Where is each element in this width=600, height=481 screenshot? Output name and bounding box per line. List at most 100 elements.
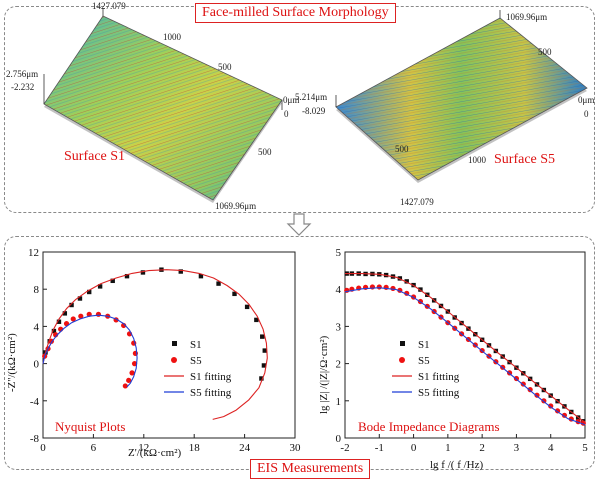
x-tick-label: 1 — [445, 442, 451, 454]
legend-label: S5 — [190, 355, 202, 367]
data-point — [390, 285, 396, 292]
s5-y-tick-500: 500 — [538, 47, 552, 57]
series-s1-fitting — [42, 269, 268, 420]
data-point — [404, 279, 409, 284]
data-point — [260, 334, 265, 339]
surface-s1-plot: 1427.079 1000 500 0μm 0 500 1069.96μm 2.… — [6, 1, 299, 211]
fit-line — [344, 287, 586, 426]
series-s1-fitting — [345, 273, 586, 423]
surface-s5-label: Surface S5 — [494, 152, 555, 167]
s1-z-top-label: 2.756μm — [6, 69, 38, 79]
bode-impedance-label: Bode Impedance Diagrams — [358, 419, 500, 434]
s1-y-tick-500: 500 — [258, 147, 272, 157]
x-tick-label: 5 — [582, 442, 588, 454]
y-tick-label: 4 — [34, 321, 40, 333]
x-tick-label: -2 — [340, 442, 349, 454]
y-tick-label: 5 — [336, 247, 342, 259]
fit-line — [42, 314, 138, 388]
s5-y-end-label: 1069.96μm — [506, 12, 547, 22]
data-point — [87, 289, 92, 295]
nyquist-x-axis-title: Z'/(kΩ·cm²) — [128, 447, 181, 459]
x-tick-label: 2 — [479, 442, 485, 454]
bode-y-axis-title: lg |Z| /(|Z|/Ω·cm²) — [318, 335, 330, 414]
eis-measurements-title: EIS Measurements — [250, 459, 371, 479]
series-s1 — [43, 267, 267, 381]
surface-morphology-figure: 1427.079 1000 500 0μm 0 500 1069.96μm 2.… — [6, 1, 594, 211]
x-tick-label: 12 — [138, 442, 149, 454]
legend-label: S5 — [418, 355, 430, 367]
s1-x-end-label: 1427.079 — [92, 1, 126, 11]
x-tick-label: 0 — [411, 442, 417, 454]
data-point — [178, 269, 183, 274]
legend-label: S5 fitting — [418, 387, 460, 399]
y-tick-label: 8 — [34, 284, 40, 296]
s5-z-bottom-label: -8.029 — [302, 106, 326, 116]
y-tick-label: 12 — [28, 247, 39, 259]
x-tick-label: 3 — [514, 442, 520, 454]
nyquist-chart: 0 6 12 18 24 30 -8 -4 0 4 8 12 Z'/(kΩ·cm²) -Z''/(kΩ… — [6, 247, 301, 459]
legend-label: S1 fitting — [418, 371, 460, 383]
data-point — [77, 296, 83, 301]
legend-square-swatch — [172, 341, 177, 346]
data-point — [97, 284, 103, 289]
legend-label: S1 — [190, 339, 202, 351]
data-point — [216, 281, 221, 286]
legend-label: S5 fitting — [190, 387, 232, 399]
bode-plot-frame — [344, 251, 586, 439]
s1-origin-zero: 0 — [284, 109, 289, 119]
data-point — [418, 287, 423, 292]
legend-label: S1 — [418, 339, 430, 351]
data-point — [548, 403, 554, 409]
data-point — [198, 273, 204, 279]
down-arrow-icon — [286, 213, 312, 236]
data-point — [56, 319, 62, 324]
data-point — [254, 317, 259, 323]
data-point — [69, 302, 74, 308]
x-tick-label: 0 — [40, 442, 46, 454]
y-tick-label: 4 — [336, 284, 342, 296]
data-point — [124, 273, 130, 279]
series-s5-fitting — [344, 287, 586, 426]
s5-origin-zero: 0 — [584, 109, 589, 119]
x-tick-label: 4 — [548, 442, 554, 454]
data-point — [344, 287, 350, 293]
x-tick-label: 6 — [91, 442, 97, 454]
fit-line — [42, 269, 268, 420]
y-tick-label: 0 — [336, 433, 342, 445]
y-tick-label: 2 — [336, 359, 342, 371]
legend-label: S1 fitting — [190, 371, 232, 383]
series-s5 — [42, 311, 138, 389]
s5-x-tick-1000: 1000 — [468, 155, 487, 165]
data-point — [126, 377, 132, 383]
x-tick-label: 30 — [290, 442, 302, 454]
x-tick-label: 18 — [189, 442, 201, 454]
surface-s1-label: Surface S1 — [64, 149, 125, 164]
series-s5-fitting — [42, 314, 138, 388]
data-point — [244, 304, 250, 310]
surface-s5-plot: 1069.96μm 500 0μm 0 5.214μm -8.029 500 1… — [295, 10, 594, 207]
data-point — [110, 278, 115, 284]
data-point — [261, 363, 267, 368]
bode-chart: -2 -1 0 1 2 3 4 5 0 1 2 3 4 5 lg f /( f /Hz) lg |Z| /… — [318, 247, 588, 471]
data-point — [122, 383, 128, 389]
surface-morphology-title: Face-milled Surface Morphology — [195, 3, 396, 23]
data-point — [51, 328, 57, 334]
x-tick-label: -1 — [375, 442, 384, 454]
s1-z-bottom-label: -2.232 — [11, 82, 34, 92]
s5-x-end-label: 1427.079 — [400, 197, 434, 207]
s5-z-top-label: 5.214μm — [295, 92, 327, 102]
nyquist-y-axis-title: -Z''/(kΩ·cm²) — [6, 333, 18, 392]
data-point — [95, 311, 102, 317]
nyquist-plots-label: Nyquist Plots — [55, 419, 125, 434]
data-point — [78, 313, 84, 319]
series-s1 — [344, 271, 586, 424]
y-tick-label: 0 — [34, 359, 40, 371]
data-point — [140, 270, 146, 275]
data-point — [259, 376, 264, 381]
data-point — [70, 316, 76, 322]
fit-line — [345, 273, 586, 423]
data-point — [262, 348, 267, 353]
y-tick-label: 3 — [336, 321, 342, 333]
s1-y-end-label: 1069.96μm — [215, 201, 256, 211]
data-point — [129, 370, 135, 376]
